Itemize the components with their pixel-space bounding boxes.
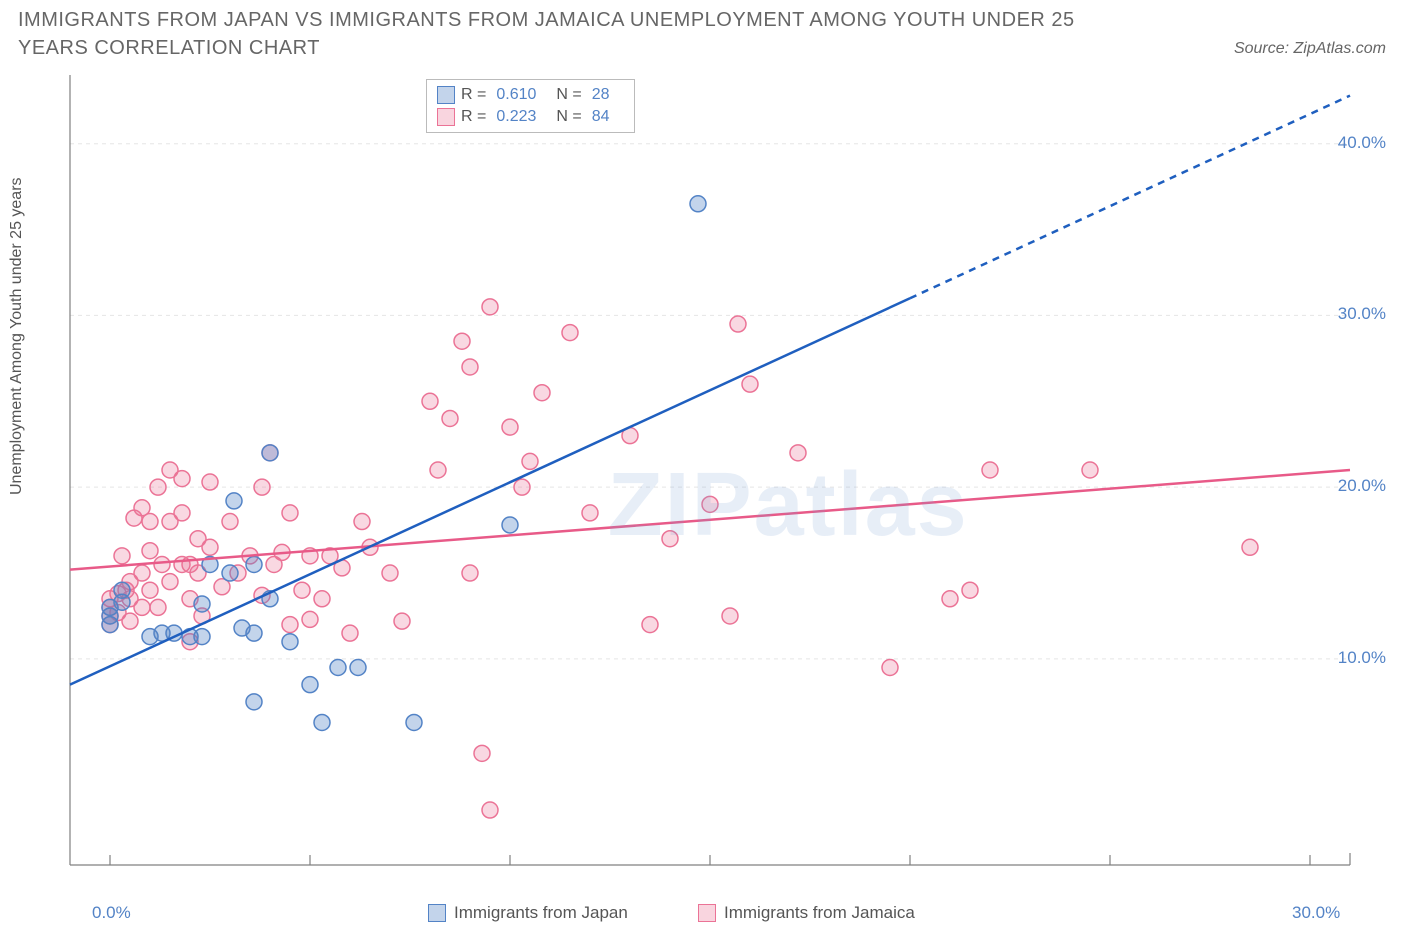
legend-row-jamaica: R = 0.223 N = 84 [437,106,624,128]
swatch-jamaica-bottom [698,904,716,922]
legend-r-jamaica: 0.223 [496,108,536,126]
swatch-jamaica [437,108,455,126]
y-tick-label: 20.0% [1338,476,1386,496]
legend-r-japan: 0.610 [496,86,536,104]
legend-r-label: R = [461,86,486,104]
x-tick-label: 30.0% [1292,903,1340,923]
swatch-japan [437,86,455,104]
legend-row-japan: R = 0.610 N = 28 [437,84,624,106]
y-tick-label: 10.0% [1338,648,1386,668]
legend-n-jamaica: 84 [592,108,610,126]
x-tick-label: 0.0% [92,903,131,923]
y-axis-label: Unemployment Among Youth under 25 years [8,177,26,495]
swatch-japan-bottom [428,904,446,922]
legend-bottom-japan: Immigrants from Japan [428,903,628,923]
source-attribution: Source: ZipAtlas.com [1234,40,1386,58]
correlation-legend: R = 0.610 N = 28 R = 0.223 N = 84 [426,79,635,133]
y-tick-label: 40.0% [1338,133,1386,153]
legend-bottom-jamaica: Immigrants from Jamaica [698,903,915,923]
y-tick-label: 30.0% [1338,304,1386,324]
chart-area: Unemployment Among Youth under 25 years … [18,75,1388,895]
legend-jamaica-label: Immigrants from Jamaica [724,903,915,923]
legend-n-label: N = [556,86,581,104]
chart-title: IMMIGRANTS FROM JAPAN VS IMMIGRANTS FROM… [18,6,1118,62]
legend-n-label-2: N = [556,108,581,126]
legend-n-japan: 28 [592,86,610,104]
legend-r-label-2: R = [461,108,486,126]
legend-japan-label: Immigrants from Japan [454,903,628,923]
scatter-plot-svg [18,75,1390,867]
